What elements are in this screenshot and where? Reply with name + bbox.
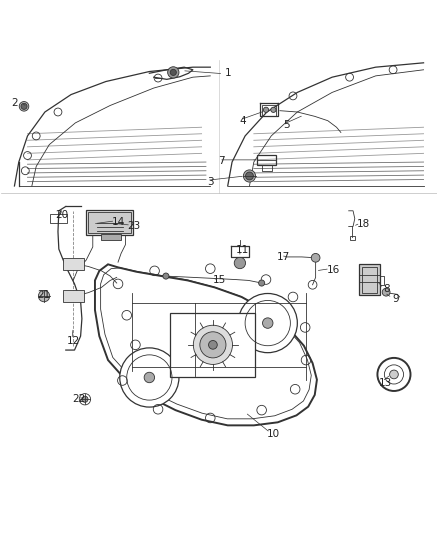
Text: 16: 16: [326, 265, 339, 275]
Circle shape: [120, 348, 179, 407]
Circle shape: [163, 273, 169, 279]
Circle shape: [271, 107, 276, 112]
Bar: [261, 104, 276, 116]
Bar: [102, 235, 121, 239]
Text: 22: 22: [72, 394, 85, 404]
Circle shape: [170, 69, 177, 76]
Text: 7: 7: [218, 156, 225, 166]
Text: 14: 14: [111, 217, 125, 227]
Text: 5: 5: [283, 120, 290, 130]
Text: 12: 12: [67, 336, 80, 346]
Text: 20: 20: [55, 210, 68, 220]
Circle shape: [238, 294, 297, 353]
Bar: [362, 266, 378, 293]
Circle shape: [21, 103, 27, 109]
Bar: [86, 210, 133, 235]
Text: 17: 17: [277, 252, 290, 262]
Text: 15: 15: [213, 276, 226, 286]
Bar: [63, 290, 84, 302]
Text: 13: 13: [378, 378, 392, 388]
Circle shape: [263, 107, 268, 112]
Circle shape: [19, 102, 29, 111]
Circle shape: [311, 254, 320, 262]
Circle shape: [168, 67, 179, 78]
Bar: [88, 212, 131, 233]
Circle shape: [208, 341, 217, 349]
Bar: [350, 236, 355, 240]
Circle shape: [390, 370, 398, 379]
Circle shape: [39, 290, 49, 302]
Bar: [257, 155, 276, 165]
Text: 18: 18: [357, 219, 370, 229]
Bar: [359, 264, 380, 295]
Text: 3: 3: [207, 176, 214, 187]
Polygon shape: [95, 264, 317, 425]
Circle shape: [234, 257, 246, 269]
Text: 1: 1: [224, 68, 231, 78]
Text: 21: 21: [37, 290, 51, 300]
Text: 4: 4: [240, 116, 246, 126]
Circle shape: [193, 325, 233, 365]
Circle shape: [144, 372, 155, 383]
Circle shape: [82, 396, 88, 402]
Circle shape: [258, 280, 265, 286]
Text: 11: 11: [237, 245, 250, 255]
Circle shape: [244, 170, 255, 182]
Circle shape: [200, 332, 226, 358]
Text: 10: 10: [267, 429, 280, 439]
Bar: [63, 258, 84, 270]
Text: 23: 23: [127, 221, 141, 231]
Circle shape: [262, 318, 273, 328]
Text: 9: 9: [392, 294, 399, 304]
Circle shape: [246, 172, 253, 180]
Text: 8: 8: [383, 284, 390, 294]
Text: 2: 2: [11, 98, 18, 108]
Bar: [170, 313, 255, 377]
Circle shape: [382, 288, 390, 296]
Bar: [50, 214, 67, 223]
